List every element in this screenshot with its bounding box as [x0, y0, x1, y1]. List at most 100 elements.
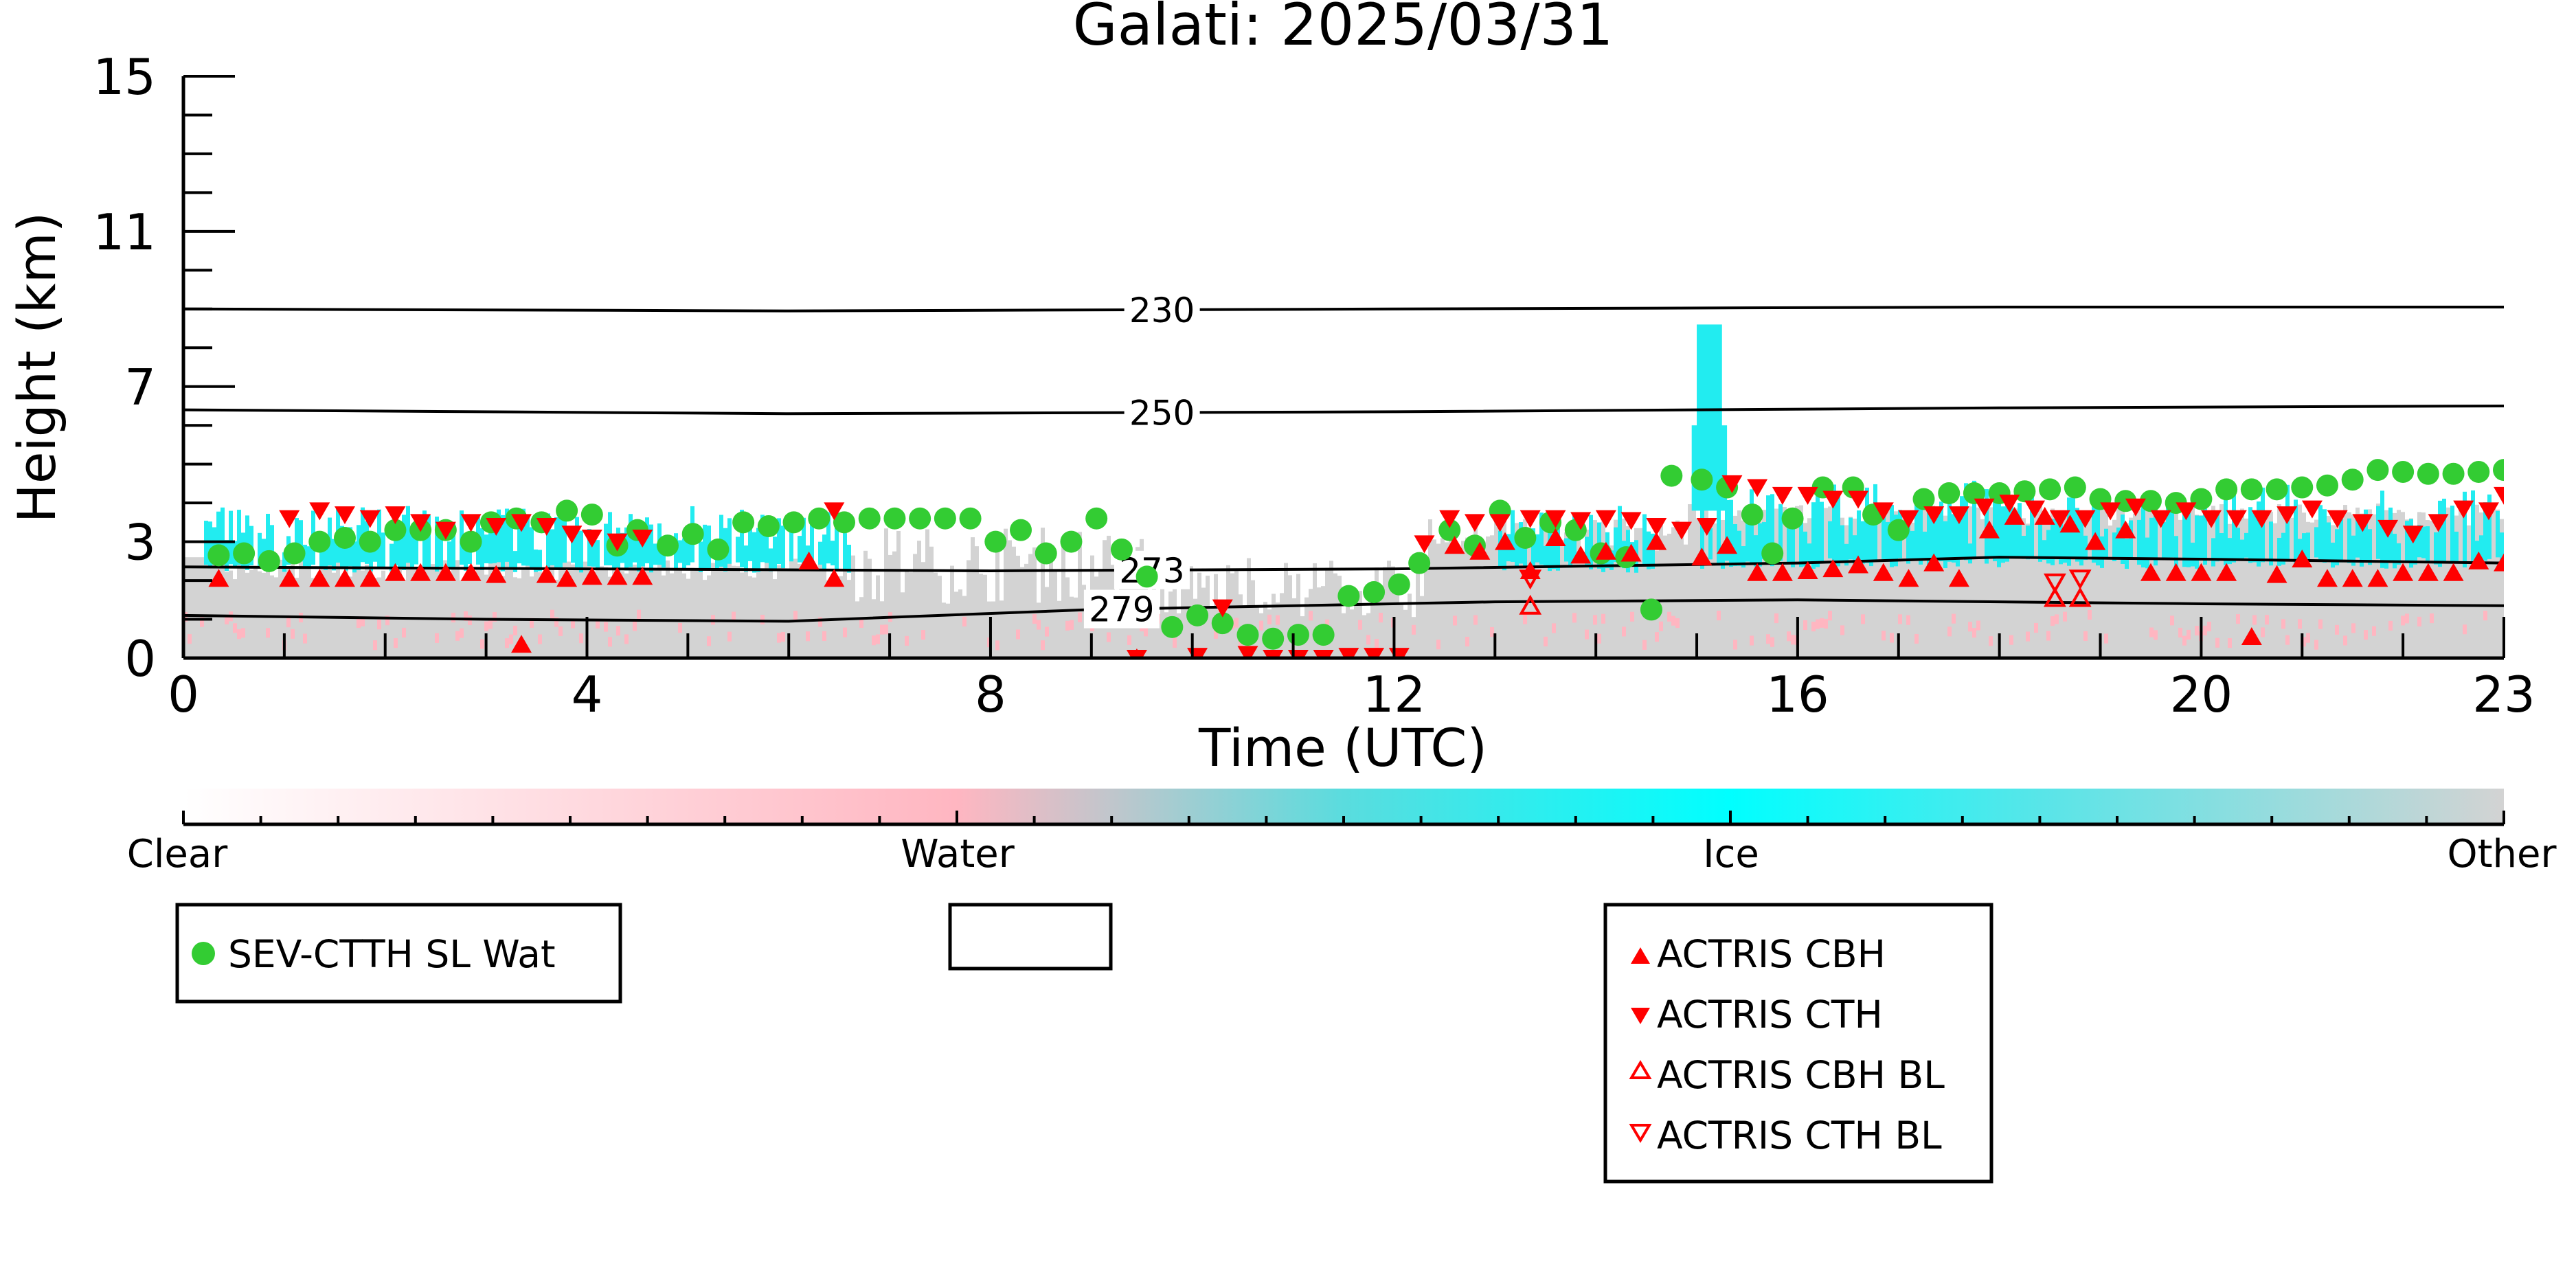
- field-other-column: [2302, 512, 2306, 658]
- field-water-patch: [884, 624, 888, 635]
- field-other-column: [567, 561, 571, 658]
- field-other-column: [1696, 519, 1700, 658]
- field-water-patch: [2430, 613, 2434, 624]
- sev-ctth-sl-wat-point: [2139, 490, 2162, 512]
- actris-cth-point: [1570, 512, 1592, 530]
- field-ice-patch: [2149, 517, 2154, 560]
- field-ice-patch: [1614, 527, 1618, 563]
- actris-cbh-point: [208, 569, 229, 587]
- colorbar-label-other: Other: [2447, 832, 2557, 877]
- field-water-patch: [394, 638, 398, 648]
- field-water-patch: [962, 616, 967, 626]
- field-water-patch: [1952, 613, 1956, 624]
- field-other-column: [278, 559, 282, 658]
- field-water-patch: [1032, 613, 1037, 624]
- field-water-patch: [2302, 637, 2306, 647]
- field-other-column: [1226, 565, 1230, 658]
- y-tick-label: 11: [93, 203, 156, 261]
- field-other-column: [2034, 510, 2038, 658]
- x-tick-label: 0: [168, 666, 199, 723]
- field-other-column: [513, 577, 517, 658]
- field-other-column: [1741, 520, 1745, 658]
- field-other-column: [451, 567, 455, 658]
- field-ice-patch: [2269, 521, 2273, 566]
- actris-cth-point: [2478, 502, 2499, 521]
- field-other-column: [822, 571, 826, 658]
- field-other-column: [188, 557, 192, 658]
- field-ice-patch: [1523, 534, 1527, 566]
- actris-cth-point: [1237, 646, 1258, 658]
- field-ice-patch: [2125, 539, 2129, 569]
- field-other-column: [872, 599, 876, 658]
- actris-cth-point: [1519, 510, 1541, 528]
- field-other-column: [1247, 558, 1251, 658]
- field-ice-patch: [1642, 514, 1647, 566]
- field-ice-patch: [1927, 490, 1931, 567]
- actris-cth-point: [1974, 498, 1995, 517]
- field-other-column: [1931, 506, 1935, 658]
- actris-cth-point: [2301, 500, 2323, 519]
- field-other-column: [1704, 506, 1708, 658]
- field-ice-patch: [2096, 501, 2100, 566]
- field-other-column: [707, 575, 711, 658]
- field-ice-patch: [2030, 495, 2034, 558]
- x-axis-label: Time (UTC): [1198, 717, 1487, 778]
- field-ice-patch: [2405, 521, 2409, 563]
- actris-cth-point: [561, 526, 583, 544]
- field-other-column: [2417, 512, 2421, 658]
- field-other-column: [727, 563, 732, 658]
- field-other-column: [711, 563, 715, 658]
- sev-ctth-sl-wat-point: [283, 542, 306, 565]
- field-other-column: [929, 546, 934, 658]
- field-ice-patch: [2347, 518, 2351, 563]
- field-ice-patch: [1853, 535, 1857, 568]
- field-other-column: [1597, 523, 1601, 658]
- field-other-column: [361, 570, 365, 658]
- actris-cth-point: [2176, 502, 2197, 521]
- field-water-patch: [200, 617, 204, 627]
- field-ice-patch: [587, 529, 591, 567]
- actris-cth-point: [2352, 514, 2373, 532]
- field-water-patch: [2009, 635, 2013, 645]
- contour-label-250: 250: [1129, 394, 1195, 433]
- field-water-patch: [1828, 611, 1832, 621]
- field-ice-patch: [2393, 534, 2397, 569]
- actris-cth-point: [1747, 479, 1768, 497]
- field-other-column: [319, 557, 324, 658]
- field-other-column: [1325, 567, 1329, 658]
- field-other-column: [2285, 509, 2290, 658]
- field-other-column: [765, 559, 769, 658]
- field-water-patch: [455, 631, 460, 641]
- field-other-column: [917, 541, 921, 658]
- actris-cth-bl-point: [2044, 573, 2066, 594]
- field-other-column: [484, 574, 488, 658]
- field-ice-patch: [645, 517, 649, 564]
- field-other-column: [1993, 518, 1997, 658]
- field-water-patch: [1898, 614, 1902, 624]
- field-other-column: [352, 563, 357, 658]
- field-other-column: [781, 560, 785, 658]
- field-water-patch: [1882, 631, 1886, 641]
- field-ice-patch: [2042, 540, 2046, 560]
- field-ice-patch: [637, 540, 641, 572]
- actris-cbh-point: [2468, 551, 2489, 569]
- actris-cbh-point: [1494, 532, 1515, 550]
- field-other-column: [2133, 514, 2137, 658]
- field-ice-patch: [2232, 493, 2236, 563]
- field-water-patch: [1675, 618, 1680, 629]
- field-ice-patch: [229, 510, 233, 565]
- field-water-patch: [484, 621, 488, 631]
- actris-cth-point: [581, 529, 602, 547]
- field-other-column: [756, 561, 760, 658]
- field-ice-patch: [740, 510, 744, 567]
- sev-ctth-sl-wat-point: [757, 515, 780, 538]
- field-other-column: [1585, 530, 1589, 658]
- field-other-column: [1053, 572, 1057, 658]
- field-other-column: [1947, 504, 1952, 658]
- field-ice-patch: [2112, 532, 2116, 561]
- field-ice-patch: [2471, 490, 2475, 561]
- actris-cbh-point: [486, 565, 507, 583]
- sev-ctth-sl-wat-point: [681, 523, 704, 545]
- contour-label-bg-279: [1083, 589, 1160, 629]
- actris-cth-point: [2494, 486, 2504, 505]
